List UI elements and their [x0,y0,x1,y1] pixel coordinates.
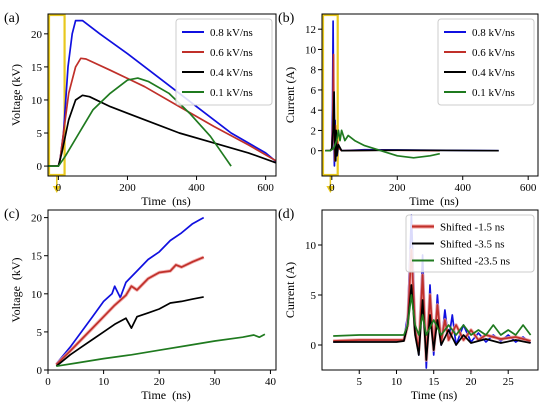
y-tick-label: 0 [311,146,317,158]
plot-frame [321,13,539,177]
series-line-3 [333,294,532,337]
x-tick-label: 0 [56,182,62,194]
plot-area [48,19,276,167]
plot-frame [321,209,539,371]
y-tick-label: 10 [305,240,317,252]
legend-label: 0.6 kV/ns [472,47,515,59]
x-tick-label: 0 [45,376,51,388]
legend: 0.8 kV/ns 0.6 kV/ns 0.4 kV/ns 0.1 kV/ns [175,18,273,106]
x-tick-label: 600 [520,182,537,194]
legend-label: 0.4 kV/ns [472,67,515,79]
y-tick-label: 20 [31,29,43,41]
x-tick-label: 20 [465,376,477,388]
legend-label: 0.6 kV/ns [210,47,253,59]
y-tick-label: 12 [305,24,316,36]
plot-area [325,20,499,167]
plot-frame [47,209,277,371]
x-tick-label: 600 [257,182,274,194]
x-tick-label: 30 [209,376,221,388]
y-tick-label: 4 [311,105,317,117]
x-tick-label: 20 [154,376,166,388]
x-tick-label: 25 [503,376,515,388]
y-axis-label: Current (A) [283,262,297,318]
y-tick-label: 15 [31,62,43,74]
panel-label: (b) [278,11,295,26]
y-axis-label: Voltage (kV) [9,64,23,126]
panel-label: (d) [278,207,295,222]
plot-frame [47,13,277,177]
plot-area [55,216,266,368]
series-line-1 [325,53,440,162]
legend-label: 0.1 kV/ns [210,87,253,99]
y-tick-label: 0 [311,340,317,352]
legend-label: Shifted -1.5 ns [440,222,504,234]
panel-label: (c) [4,207,20,222]
y-tick-label: 20 [31,213,43,225]
x-tick-label: 15 [428,376,440,388]
y-tick-label: 6 [311,85,317,97]
x-tick-label: 10 [391,376,403,388]
y-tick-label: 2 [311,125,317,137]
y-axis-label: Current (A) [283,67,297,123]
series-line-3 [56,333,266,368]
legend-label: 0.8 kV/ns [472,27,515,39]
x-tick-label: 5 [356,376,362,388]
y-tick-label: 10 [31,95,43,107]
legend-box [175,18,273,106]
x-axis-label: Time (ns) [409,194,459,208]
legend: Shifted -1.5 ns Shifted -3.5 ns Shifted -2… [405,214,535,273]
x-tick-label: 200 [389,182,406,194]
legend-box [405,214,535,273]
x-axis-label: Time (ns) [411,388,458,402]
chart-panel-0: 0 200 400 600 0 5 10 15 20 Time (ns) Voltage (kV) (… [4,11,277,208]
y-tick-label: 5 [311,290,317,302]
panel-label: (a) [4,11,20,26]
legend-box [437,18,535,106]
legend: 0.8 kV/ns 0.6 kV/ns 0.4 kV/ns 0.1 kV/ns [437,18,535,106]
legend-label: Shifted -3.5 ns [440,239,504,251]
series-line-2 [333,284,531,361]
x-tick-label: 200 [119,182,136,194]
y-tick-label: 5 [37,327,43,339]
x-tick-label: 40 [265,376,277,388]
legend-label: 0.8 kV/ns [210,27,253,39]
series-line-3 [48,77,232,167]
legend-label: 0.1 kV/ns [472,87,515,99]
y-axis-label: Voltage (kV) [9,257,23,322]
series-line-2 [48,94,276,167]
highlight-arrow-head [326,186,335,193]
x-tick-label: 400 [188,182,205,194]
chart-panel-3: 5 10 15 20 25 0 5 10 Time (ns) Current (A) (d) Shif… [278,207,539,402]
y-tick-label: 10 [31,289,43,301]
series-line-2 [325,91,499,162]
legend-label: 0.4 kV/ns [210,67,253,79]
y-tick-label: 8 [311,65,317,77]
x-axis-label: Time (ns) [141,388,191,402]
y-tick-label: 5 [37,128,43,140]
y-tick-label: 10 [305,44,317,56]
y-tick-label: 0 [37,365,43,377]
x-tick-label: 10 [98,376,110,388]
x-tick-label: 0 [329,182,335,194]
x-axis-label: Time (ns) [141,194,191,208]
series-line-0 [55,216,205,365]
series-line-3 [325,129,440,159]
highlight-arrow-head [52,186,61,193]
x-tick-label: 400 [454,182,471,194]
y-tick-label: 0 [37,161,43,173]
legend-label: Shifted -23.5 ns [440,256,510,268]
y-tick-label: 15 [31,251,43,263]
chart-panel-1: 0 200 400 600 0 2 4 6 8 10 12 Time (ns) Current (A) (… [278,11,539,208]
series-line-1 [55,256,205,366]
series-line-2 [55,296,204,367]
